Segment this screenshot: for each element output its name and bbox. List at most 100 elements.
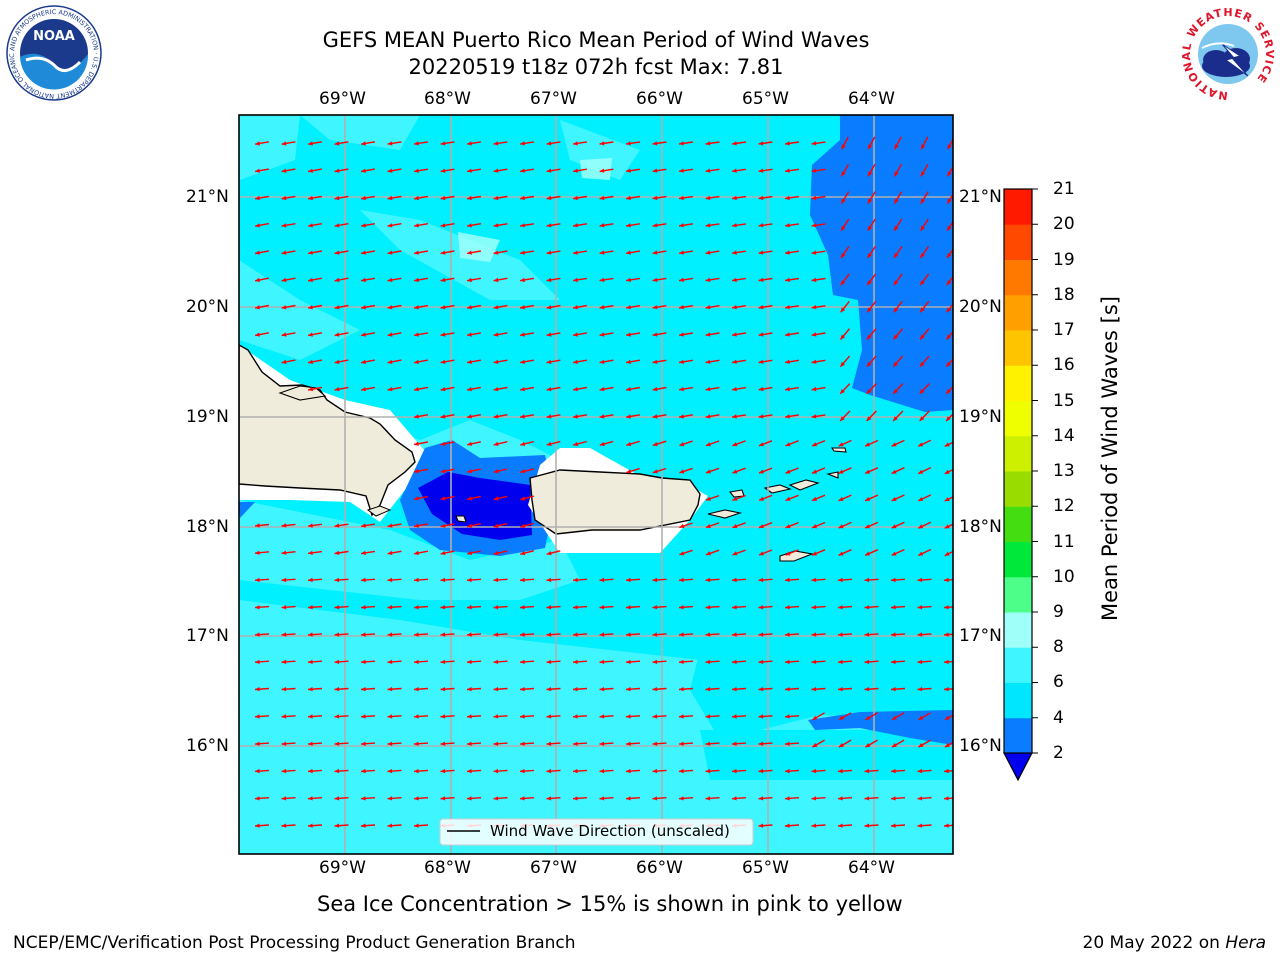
colorbar-band xyxy=(1004,717,1032,754)
wave-direction-arrow xyxy=(705,305,720,310)
wave-direction-arrow xyxy=(731,414,747,419)
wave-direction-arrow xyxy=(360,250,376,255)
wave-direction-arrow xyxy=(254,741,270,746)
wave-direction-arrow xyxy=(493,277,508,283)
colorbar-band xyxy=(1004,400,1032,437)
wave-direction-arrow xyxy=(705,467,720,474)
wave-direction-arrow xyxy=(864,659,879,664)
wave-direction-arrow xyxy=(625,305,641,310)
wave-direction-arrow xyxy=(811,549,826,556)
wave-direction-arrow xyxy=(705,687,720,692)
wave-direction-arrow xyxy=(784,277,800,282)
wave-direction-arrow xyxy=(890,687,906,692)
wave-direction-arrow xyxy=(731,687,747,692)
wave-direction-arrow xyxy=(811,168,826,173)
wave-direction-arrow xyxy=(360,796,376,801)
wave-direction-arrow xyxy=(467,495,481,501)
wave-direction-arrow xyxy=(413,495,429,501)
wave-direction-arrow xyxy=(493,223,508,228)
wave-direction-arrow xyxy=(917,439,932,447)
wave-direction-arrow xyxy=(944,468,953,475)
wave-direction-arrow xyxy=(758,741,773,746)
left-lat-label: 16°N xyxy=(186,736,229,756)
wave-direction-arrow xyxy=(467,441,481,446)
wave-direction-arrow xyxy=(334,223,349,228)
wave-direction-arrow xyxy=(943,823,953,828)
colorbar-tick: 19 xyxy=(1053,250,1075,270)
wave-direction-arrow xyxy=(758,522,773,529)
wave-direction-arrow xyxy=(652,223,667,228)
wave-direction-arrow xyxy=(891,467,905,475)
wave-direction-arrow xyxy=(811,521,826,529)
colorbar-tick: 8 xyxy=(1053,637,1064,657)
wave-direction-arrow xyxy=(281,632,296,637)
wave-direction-arrow xyxy=(784,223,800,228)
wave-direction-arrow xyxy=(944,741,953,748)
wave-direction-arrow xyxy=(281,796,296,801)
wave-direction-arrow xyxy=(546,223,561,228)
wave-direction-arrow xyxy=(466,195,482,201)
wave-direction-arrow xyxy=(440,714,455,719)
wave-direction-arrow xyxy=(519,141,535,146)
wave-direction-arrow xyxy=(758,305,773,310)
wave-direction-arrow xyxy=(334,168,349,173)
wave-direction-arrow xyxy=(254,332,270,337)
wave-direction-arrow xyxy=(440,659,455,664)
wave-direction-arrow xyxy=(334,659,349,664)
wave-direction-arrow xyxy=(917,494,932,502)
wave-direction-arrow xyxy=(334,386,349,392)
wave-direction-arrow xyxy=(837,659,853,664)
wave-direction-arrow xyxy=(811,467,826,474)
wave-direction-arrow xyxy=(307,386,323,392)
wave-direction-arrow xyxy=(811,823,826,828)
wave-direction-arrow xyxy=(625,714,641,719)
right-lat-label: 21°N xyxy=(959,187,1002,207)
wave-direction-arrow xyxy=(917,577,932,583)
wave-direction-arrow xyxy=(678,332,694,337)
wave-direction-arrow xyxy=(572,796,588,801)
wave-direction-arrow xyxy=(546,687,561,692)
wave-direction-arrow xyxy=(678,714,694,719)
wave-direction-arrow xyxy=(599,414,614,419)
wave-direction-arrow xyxy=(254,768,270,774)
wave-direction-arrow xyxy=(893,191,903,204)
wave-direction-arrow xyxy=(440,550,455,556)
wave-direction-arrow xyxy=(946,275,953,286)
wave-direction-arrow xyxy=(784,250,800,255)
wave-direction-arrow xyxy=(625,796,641,801)
wave-direction-arrow xyxy=(413,796,429,801)
wave-direction-arrow xyxy=(519,796,535,801)
wave-direction-arrow xyxy=(840,273,850,286)
wave-direction-arrow xyxy=(493,250,508,255)
wave-direction-arrow xyxy=(837,823,853,828)
wave-direction-arrow xyxy=(840,218,850,232)
wave-direction-arrow xyxy=(758,467,773,474)
wave-direction-arrow xyxy=(758,223,773,228)
wave-direction-arrow xyxy=(413,332,429,337)
wave-direction-arrow xyxy=(920,191,929,204)
wave-direction-arrow xyxy=(519,659,535,664)
wave-direction-arrow xyxy=(572,659,588,664)
bottom-lon-label: 64°W xyxy=(848,858,895,878)
wave-direction-arrow xyxy=(866,410,877,422)
wave-direction-arrow xyxy=(599,605,614,610)
wave-direction-arrow xyxy=(387,605,402,610)
wave-direction-arrow xyxy=(678,577,694,583)
wave-direction-arrow xyxy=(837,577,853,583)
wave-direction-arrow xyxy=(944,714,953,721)
wave-direction-arrow xyxy=(599,359,614,364)
wave-direction-arrow xyxy=(546,141,561,146)
wave-direction-arrow xyxy=(387,823,402,828)
wave-direction-arrow xyxy=(837,687,853,692)
wave-direction-arrow xyxy=(943,577,953,583)
wave-direction-arrow xyxy=(652,386,667,392)
wave-direction-arrow xyxy=(784,332,800,337)
wave-direction-arrow xyxy=(731,359,747,364)
wave-direction-arrow xyxy=(811,768,826,774)
wave-direction-arrow xyxy=(731,168,747,173)
wave-direction-arrow xyxy=(360,632,376,637)
wave-direction-arrow xyxy=(519,195,535,201)
wave-direction-arrow xyxy=(254,632,270,637)
wave-direction-arrow xyxy=(864,823,879,828)
wave-direction-arrow xyxy=(626,440,640,447)
